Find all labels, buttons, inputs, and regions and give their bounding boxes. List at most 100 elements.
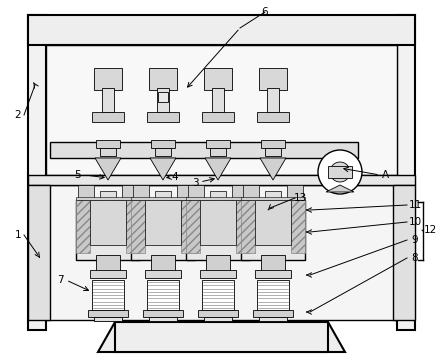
Polygon shape [98, 322, 345, 352]
Bar [198, 310, 238, 317]
Bar [232, 185, 248, 200]
Bar [265, 191, 281, 200]
Bar [241, 197, 305, 200]
Bar [96, 255, 120, 272]
Bar [261, 140, 285, 148]
Bar [157, 88, 169, 112]
Bar [90, 200, 126, 245]
Bar [241, 200, 255, 253]
Text: 3: 3 [192, 178, 198, 188]
Polygon shape [260, 158, 286, 180]
Bar [291, 200, 305, 253]
Bar [257, 112, 289, 122]
Bar [28, 175, 415, 185]
Bar [131, 197, 195, 200]
Bar [253, 310, 293, 317]
Bar [204, 68, 232, 90]
Bar [100, 191, 116, 200]
Text: 9: 9 [412, 235, 418, 245]
Bar [265, 148, 281, 156]
Bar [100, 148, 116, 156]
Text: 5: 5 [75, 170, 82, 180]
Bar [155, 191, 171, 200]
Text: 1: 1 [15, 230, 21, 240]
Bar [46, 185, 397, 320]
Bar [261, 255, 285, 272]
Bar [255, 270, 291, 278]
Bar [94, 317, 122, 321]
Text: A: A [381, 170, 389, 180]
Polygon shape [326, 185, 354, 192]
Bar [241, 200, 305, 260]
Bar [94, 68, 122, 90]
Bar [88, 310, 128, 317]
Bar [243, 185, 259, 200]
Bar [200, 270, 236, 278]
Bar [143, 310, 183, 317]
Bar [204, 317, 232, 321]
Bar [28, 185, 50, 320]
Bar [259, 317, 287, 321]
Bar [76, 200, 90, 253]
Polygon shape [95, 158, 121, 180]
Circle shape [318, 150, 362, 194]
Bar [133, 185, 149, 200]
Text: 4: 4 [172, 172, 179, 182]
Bar [149, 68, 177, 90]
Bar [255, 200, 291, 245]
Bar [50, 142, 358, 158]
Bar [328, 166, 352, 178]
Polygon shape [205, 158, 231, 180]
Text: 12: 12 [424, 225, 437, 235]
Bar [126, 200, 140, 253]
Text: 2: 2 [15, 110, 21, 120]
Bar [46, 45, 397, 175]
Bar [96, 140, 120, 148]
Text: 10: 10 [408, 217, 422, 227]
Bar [147, 112, 179, 122]
Bar [181, 200, 195, 253]
Bar [90, 270, 126, 278]
Bar [397, 15, 415, 330]
Text: 8: 8 [412, 253, 418, 263]
Bar [145, 200, 181, 245]
Bar [202, 280, 234, 310]
Text: 6: 6 [262, 7, 268, 17]
Bar [78, 185, 94, 200]
Bar [147, 280, 179, 310]
Bar [257, 280, 289, 310]
Bar [236, 200, 250, 253]
Bar [393, 185, 415, 320]
Bar [92, 112, 124, 122]
Bar [149, 317, 177, 321]
Bar [186, 200, 250, 260]
Bar [188, 185, 204, 200]
Bar [202, 112, 234, 122]
Bar [200, 200, 236, 245]
Bar [151, 140, 175, 148]
Bar [131, 200, 195, 260]
Circle shape [330, 162, 350, 182]
Bar [131, 200, 145, 253]
Bar [28, 15, 46, 330]
Bar [76, 197, 140, 200]
Bar [212, 88, 224, 112]
Bar [28, 15, 415, 45]
Bar [206, 140, 230, 148]
Bar [115, 322, 328, 352]
Bar [76, 200, 140, 260]
Bar [102, 88, 114, 112]
Bar [287, 185, 303, 200]
Bar [210, 191, 226, 200]
Bar [267, 88, 279, 112]
Bar [206, 255, 230, 272]
Bar [186, 200, 200, 253]
Bar [186, 197, 250, 200]
Bar [145, 270, 181, 278]
Polygon shape [150, 158, 176, 180]
Bar [259, 68, 287, 90]
Bar [210, 148, 226, 156]
Text: 11: 11 [408, 200, 422, 210]
Bar [155, 148, 171, 156]
Text: 13: 13 [293, 193, 307, 203]
